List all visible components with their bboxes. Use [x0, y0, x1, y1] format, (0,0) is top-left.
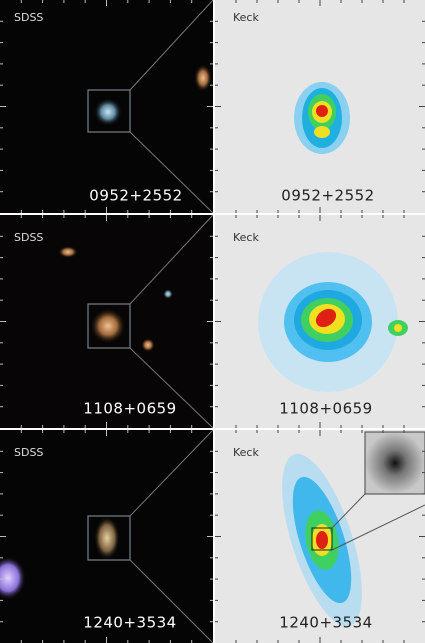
object-name: 1240+3534 [83, 614, 176, 632]
galaxy [90, 308, 126, 344]
galaxy [58, 246, 78, 258]
galaxy [163, 289, 173, 299]
galaxy [94, 516, 120, 560]
instrument-label: SDSS [14, 446, 43, 459]
galaxy [94, 98, 122, 126]
object-name: 0952+2552 [89, 187, 182, 205]
inset-image [365, 432, 425, 494]
instrument-label: Keck [233, 231, 259, 244]
object-name: 1108+0659 [83, 400, 176, 418]
object-name: 1108+0659 [279, 400, 372, 418]
instrument-label: SDSS [14, 11, 43, 24]
object-name: 0952+2552 [281, 187, 374, 205]
figure: SDSS 0952+2552 Keck 0952+2552 SDSS 1108+… [0, 0, 425, 643]
object-name: 1240+3534 [279, 614, 372, 632]
galaxy [194, 64, 212, 92]
instrument-label: Keck [233, 11, 259, 24]
instrument-label: Keck [233, 446, 259, 459]
instrument-label: SDSS [14, 231, 43, 244]
emission-blob [294, 82, 350, 154]
galaxy [141, 338, 155, 352]
